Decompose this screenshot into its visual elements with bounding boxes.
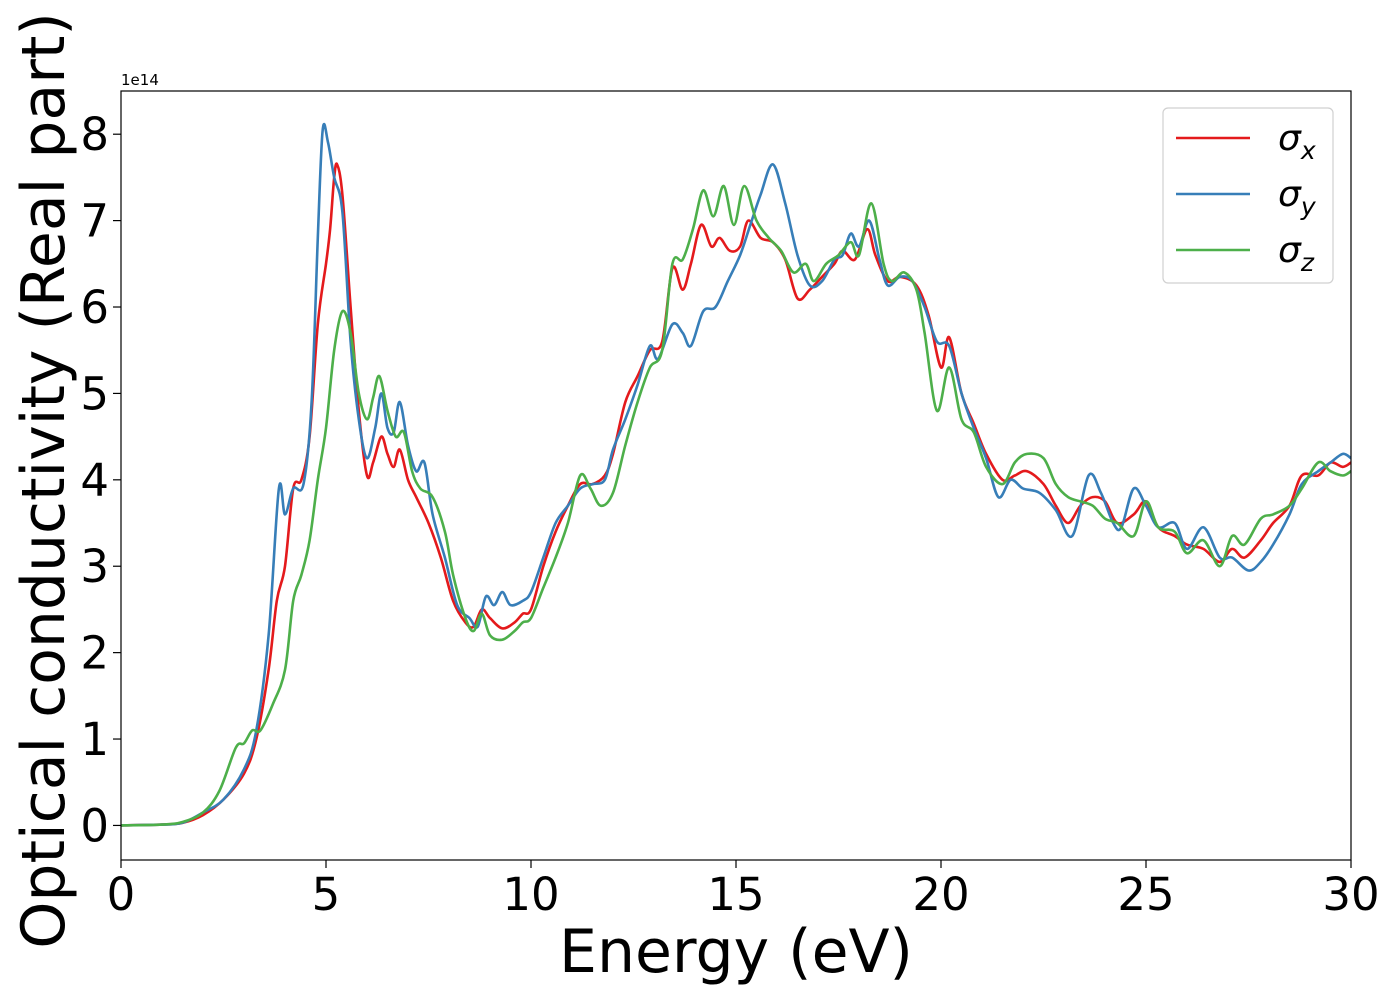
x-tick-label: 20: [912, 868, 969, 921]
y-tick-label: 3: [80, 540, 109, 593]
series-line-sigma-y: [121, 122, 1351, 827]
y-tick-label: 5: [80, 367, 109, 420]
x-tick-label: 10: [502, 868, 559, 921]
legend-box: [1162, 107, 1334, 284]
x-tick-label: 15: [707, 868, 764, 921]
y-axis-offset-text: 1e14: [121, 71, 159, 89]
series-line-sigma-z: [121, 184, 1351, 827]
y-tick-label: 0: [80, 799, 109, 852]
x-tick-label: 0: [107, 868, 136, 921]
y-tick-label: 6: [80, 281, 109, 334]
x-tick-label: 25: [1117, 868, 1174, 921]
y-tick-label: 2: [80, 627, 109, 680]
y-axis-ticks: 0 1 2 3 4 5 6 7 8: [80, 108, 121, 852]
series-layer: [121, 122, 1351, 827]
x-tick-label: 5: [312, 868, 341, 921]
y-tick-label: 1: [80, 713, 109, 766]
y-tick-label: 7: [80, 195, 109, 248]
x-axis-label: Energy (eV): [559, 917, 913, 987]
x-axis-ticks: 0 5 10 15 20 25 30: [107, 860, 1380, 921]
y-tick-label: 8: [80, 108, 109, 161]
x-tick-label: 30: [1322, 868, 1379, 921]
y-tick-label: 4: [80, 454, 109, 507]
y-axis-label: Optical conductivity (Real part): [9, 12, 79, 949]
